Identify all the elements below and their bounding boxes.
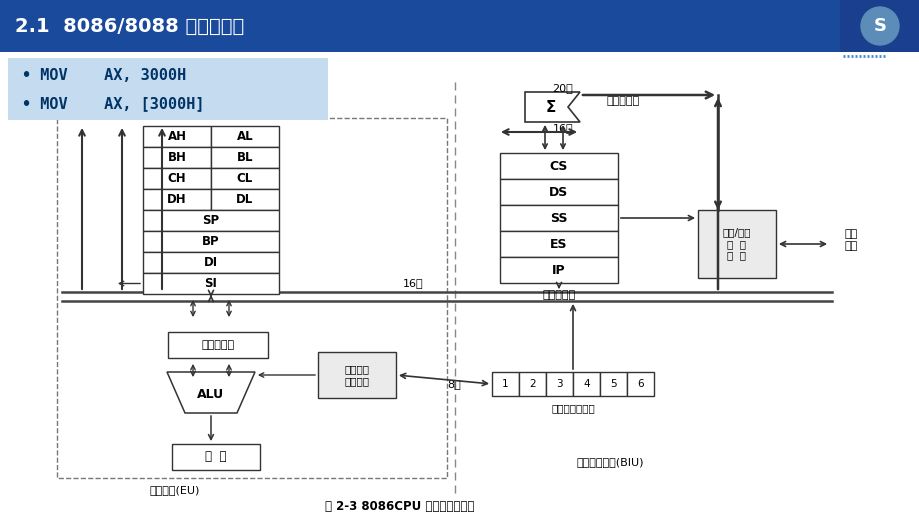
Bar [0,0,839,52]
Bar [210,126,278,147]
Text: 5: 5 [609,379,616,389]
Bar [172,444,260,470]
Bar [492,372,518,396]
Text: 8位: 8位 [447,379,460,389]
Text: 图 2-3 8086CPU 的功能结构框图: 图 2-3 8086CPU 的功能结构框图 [325,500,474,513]
Bar [142,126,210,147]
Text: BP: BP [202,235,220,248]
Bar [573,372,599,396]
Bar [210,147,278,168]
Bar [518,372,545,396]
Text: IP: IP [551,264,565,277]
Text: 执行部件(EU): 执行部件(EU) [150,485,200,495]
Text: DS: DS [549,185,568,198]
Bar [499,231,618,257]
Text: DL: DL [236,193,254,206]
Text: 20位: 20位 [552,83,573,93]
Bar [499,257,618,283]
Text: DH: DH [167,193,187,206]
Text: ALU: ALU [198,388,224,401]
Text: • MOV    AX, 3000H: • MOV AX, 3000H [22,68,186,83]
Text: CL: CL [236,172,253,185]
Text: 16位: 16位 [403,278,423,288]
Circle shape [860,7,898,45]
Text: SS: SS [550,211,567,224]
Polygon shape [525,92,579,122]
Text: ES: ES [550,237,567,251]
Bar [142,210,278,231]
Text: 指令队列缓冲器: 指令队列缓冲器 [550,403,595,413]
Text: BH: BH [167,151,187,164]
Text: • MOV    AX, [3000H]: • MOV AX, [3000H] [22,96,204,111]
Bar [499,179,618,205]
Bar [599,372,627,396]
Text: Σ: Σ [545,99,556,114]
Text: SI: SI [204,277,217,290]
Text: BL: BL [236,151,253,164]
Bar [545,372,573,396]
Bar [210,189,278,210]
Text: 2.1  8086/8088 的编程结构: 2.1 8086/8088 的编程结构 [15,17,244,36]
Text: 运算寄存器: 运算寄存器 [201,340,234,350]
Bar [142,252,278,273]
Text: CS: CS [550,160,568,172]
Polygon shape [167,372,255,413]
Text: 3: 3 [556,379,562,389]
Bar [318,352,395,398]
Bar [627,372,653,396]
Bar [210,168,278,189]
Bar [142,231,278,252]
Bar [499,153,618,179]
Text: SP: SP [202,214,220,227]
Text: 加法地址器: 加法地址器 [607,96,640,106]
Bar [168,332,267,358]
Bar [57,118,447,478]
Text: 总线接口部件(BIU): 总线接口部件(BIU) [575,457,643,467]
Text: 16位: 16位 [552,123,573,133]
Text: 内部暂存器: 内部暂存器 [542,290,575,300]
Bar [142,189,210,210]
Bar [839,0,919,52]
Text: S: S [872,17,886,35]
Text: 外部
总线: 外部 总线 [844,229,857,251]
Text: AH: AH [167,130,187,143]
Bar [142,147,210,168]
Text: AL: AL [236,130,253,143]
Bar [698,210,775,278]
Bar [142,168,210,189]
Text: 6: 6 [637,379,643,389]
Text: 2: 2 [528,379,535,389]
Text: 1: 1 [502,379,508,389]
Text: CH: CH [167,172,187,185]
Text: 4: 4 [583,379,589,389]
Text: DI: DI [204,256,218,269]
Bar [8,58,328,120]
Bar [499,205,618,231]
Bar [142,273,278,294]
Text: 执行部分
控制电路: 执行部分 控制电路 [344,364,369,386]
Text: 输入/输出
控  制
电  路: 输入/输出 控 制 电 路 [722,227,751,261]
Text: 标  志: 标 志 [205,451,226,464]
